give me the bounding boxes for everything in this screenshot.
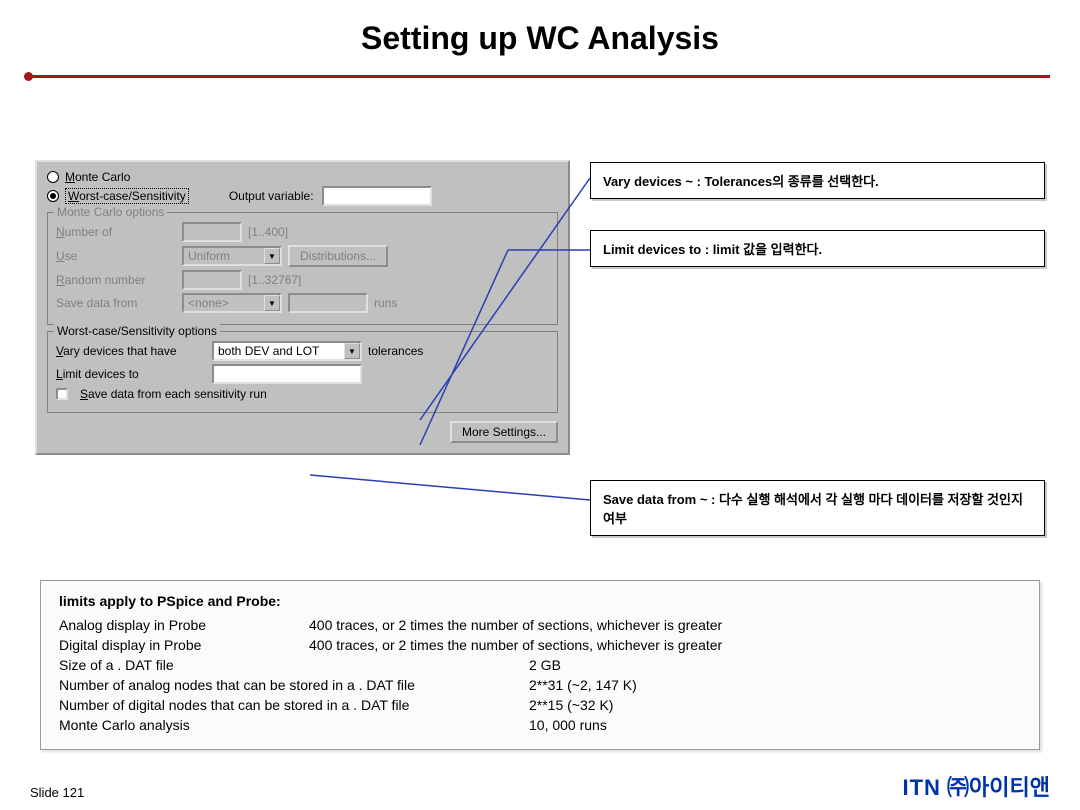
limit-row: Number of digital nodes that can be stor… bbox=[59, 697, 1021, 713]
checkbox-icon bbox=[56, 388, 68, 400]
slide-number: Slide 121 bbox=[30, 785, 84, 800]
mc-runs-suffix: runs bbox=[374, 296, 397, 310]
callout-vary-devices: Vary devices ~ : Tolerances의 종류를 선택한다. bbox=[590, 162, 1045, 199]
wc-vary-suffix: tolerances bbox=[368, 344, 423, 358]
callout-limit-devices: Limit devices to : limit 값을 입력한다. bbox=[590, 230, 1045, 267]
more-settings-button[interactable]: More Settings... bbox=[450, 421, 558, 443]
monte-carlo-options: Monte Carlo options Number of [1..400] U… bbox=[47, 212, 558, 325]
radio-icon bbox=[47, 171, 59, 183]
mc-number-range: [1..400] bbox=[248, 225, 288, 239]
limits-title: limits apply to PSpice and Probe: bbox=[59, 593, 1021, 609]
output-variable-input[interactable] bbox=[322, 186, 432, 206]
radio-monte-carlo[interactable]: Monte Carlo bbox=[47, 170, 558, 184]
mc-save-select: <none>▼ bbox=[182, 293, 282, 313]
distributions-button: Distributions... bbox=[288, 245, 388, 267]
wc-legend: Worst-case/Sensitivity options bbox=[54, 324, 220, 338]
mc-random-range: [1..32767] bbox=[248, 273, 301, 287]
page-title: Setting up WC Analysis bbox=[0, 0, 1080, 75]
limit-row: Analog display in Probe400 traces, or 2 … bbox=[59, 617, 1021, 633]
radio-label: onte Carlo bbox=[75, 170, 130, 184]
limit-row: Monte Carlo analysis10, 000 runs bbox=[59, 717, 1021, 733]
brand-footer: ITN ㈜아이티앤 bbox=[902, 770, 1050, 802]
mc-legend: Monte Carlo options bbox=[54, 205, 167, 219]
save-data-checkbox-row[interactable]: Save data from each sensitivity run bbox=[56, 387, 549, 401]
limit-devices-input[interactable] bbox=[212, 364, 362, 384]
limit-row: Digital display in Probe400 traces, or 2… bbox=[59, 637, 1021, 653]
mc-use-select: Uniform▼ bbox=[182, 246, 282, 266]
mc-save-label: Save data from bbox=[56, 296, 176, 310]
callout-save-data: Save data from ~ : 다수 실행 해석에서 각 실행 마다 데이… bbox=[590, 480, 1045, 536]
analysis-dialog: Monte Carlo Worst-case/Sensitivity Outpu… bbox=[35, 160, 570, 455]
title-divider bbox=[30, 75, 1050, 78]
worst-case-options: Worst-case/Sensitivity options Vary devi… bbox=[47, 331, 558, 413]
output-variable-label: Output variable: bbox=[229, 189, 314, 203]
vary-devices-select[interactable]: both DEV and LOT▼ bbox=[212, 341, 362, 361]
limits-box: limits apply to PSpice and Probe: Analog… bbox=[40, 580, 1040, 750]
radio-icon bbox=[47, 190, 59, 202]
limit-row: Size of a . DAT file2 GB bbox=[59, 657, 1021, 673]
radio-worst-case[interactable]: Worst-case/Sensitivity bbox=[47, 188, 189, 204]
limit-row: Number of analog nodes that can be store… bbox=[59, 677, 1021, 693]
